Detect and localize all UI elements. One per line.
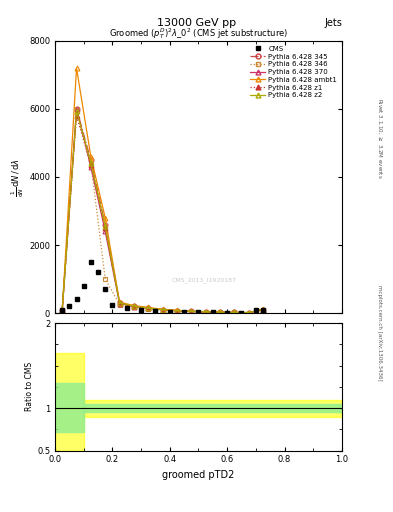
Text: Jets: Jets [324, 18, 342, 28]
Legend: CMS, Pythia 6.428 345, Pythia 6.428 346, Pythia 6.428 370, Pythia 6.428 ambt1, P: CMS, Pythia 6.428 345, Pythia 6.428 346,… [249, 45, 338, 100]
Y-axis label: Ratio to CMS: Ratio to CMS [25, 362, 34, 411]
Text: CMS_2013_I1920187: CMS_2013_I1920187 [172, 278, 237, 283]
Text: 13000 GeV pp: 13000 GeV pp [157, 18, 236, 28]
Text: mcplots.cern.ch [arXiv:1306.3436]: mcplots.cern.ch [arXiv:1306.3436] [377, 285, 382, 380]
Title: Groomed $(p_T^D)^2\lambda\_0^2$ (CMS jet substructure): Groomed $(p_T^D)^2\lambda\_0^2$ (CMS jet… [109, 26, 288, 41]
X-axis label: groomed pTD2: groomed pTD2 [162, 470, 235, 480]
Y-axis label: $\frac{1}{\mathrm{d}N}\,\mathrm{d}N\,/\,\mathrm{d}\lambda$: $\frac{1}{\mathrm{d}N}\,\mathrm{d}N\,/\,… [10, 158, 26, 197]
Text: Rivet 3.1.10, $\geq$ 3.2M events: Rivet 3.1.10, $\geq$ 3.2M events [375, 98, 383, 179]
